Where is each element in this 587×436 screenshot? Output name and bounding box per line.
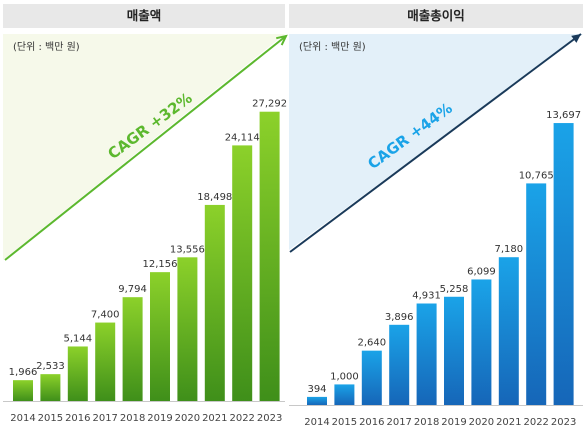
gross-profit-panel: CAGR +44% 394 2014 1,000 2015 2,640 2016 3,896 2… [289,4,583,432]
value-label-2023: 13,697 [546,110,581,121]
bar-2014 [307,396,327,405]
value-label-2018: 9,794 [118,284,147,295]
bar-2020 [471,279,492,405]
bar-2023 [259,111,280,401]
revenue-chart: CAGR +32%1,96620142,53320155,14420167,40… [3,34,288,424]
bar-2016 [67,346,88,401]
bar-2021 [204,204,225,401]
x-tick-label-2014: 2014 [304,417,329,428]
bar-2015 [334,384,355,405]
revenue-title: 매출액 [3,4,285,28]
triangle-background [3,34,285,260]
bar-2015 [40,374,61,401]
x-tick-label-2020: 2020 [175,413,200,424]
value-label-2014: 1,966 [9,367,38,378]
value-label-2021: 18,498 [197,192,232,203]
cagr-arrowhead [571,34,581,43]
bar-2017 [95,322,116,401]
x-tick-label-2014: 2014 [10,413,35,424]
gross-profit-unit-note: (단위 : 백만 원) [299,42,366,53]
x-tick-label-2022: 2022 [229,413,254,424]
revenue-unit-note: (단위 : 백만 원) [13,42,80,53]
bar-2019 [444,296,464,405]
bar-2018 [122,297,143,401]
bar-2014 [13,380,33,401]
value-label-2016: 2,640 [357,338,386,349]
bar-2022 [232,145,253,401]
x-tick-label-2018: 2018 [120,413,145,424]
value-label-2015: 2,533 [36,361,65,372]
x-tick-label-2016: 2016 [65,413,90,424]
x-tick-label-2023: 2023 [551,417,576,428]
x-tick-label-2020: 2020 [469,417,494,428]
bar-2018 [416,303,437,405]
cagr-arrow-line [289,33,582,253]
value-label-2016: 5,144 [63,333,92,344]
x-tick-label-2017: 2017 [92,413,117,424]
value-label-2021: 7,180 [494,244,523,255]
bar-2022 [526,183,547,405]
revenue-panel: CAGR +32% 1,966 2014 2,533 2015 5,144 2016 7,40… [3,4,288,432]
value-label-2020: 13,556 [170,244,205,255]
cagr-arrow-line [4,35,287,261]
x-tick-label-2015: 2015 [332,417,357,428]
gross-profit-chart: CAGR +44%39420141,00020152,64020163,8962… [289,33,583,428]
value-label-2022: 10,765 [519,170,554,181]
x-tick-label-2016: 2016 [359,417,384,428]
value-label-2023: 27,292 [252,99,287,110]
bar-2016 [361,350,382,405]
x-tick-label-2017: 2017 [386,417,411,428]
x-tick-label-2023: 2023 [257,413,282,424]
bar-2020 [177,257,198,401]
value-label-2017: 7,400 [91,310,120,321]
value-label-2020: 6,099 [467,266,496,277]
x-tick-label-2021: 2021 [202,413,227,424]
bar-2021 [498,257,519,405]
x-tick-label-2018: 2018 [414,417,439,428]
bar-2023 [553,123,574,405]
cagr-arrowhead [276,34,288,46]
bar-2017 [389,324,410,405]
value-label-2019: 12,156 [143,259,178,270]
x-tick-label-2019: 2019 [441,417,466,428]
x-tick-label-2019: 2019 [147,413,172,424]
value-label-2022: 24,114 [225,132,260,143]
value-label-2018: 4,931 [412,290,441,301]
value-label-2014: 394 [307,384,326,395]
bar-2019 [150,272,170,401]
x-tick-label-2022: 2022 [523,417,548,428]
value-label-2015: 1,000 [330,371,359,382]
x-tick-label-2021: 2021 [496,417,521,428]
value-label-2017: 3,896 [385,312,414,323]
gross-profit-title: 매출총이익 [289,4,583,28]
value-label-2019: 5,258 [440,284,469,295]
x-tick-label-2015: 2015 [38,413,63,424]
